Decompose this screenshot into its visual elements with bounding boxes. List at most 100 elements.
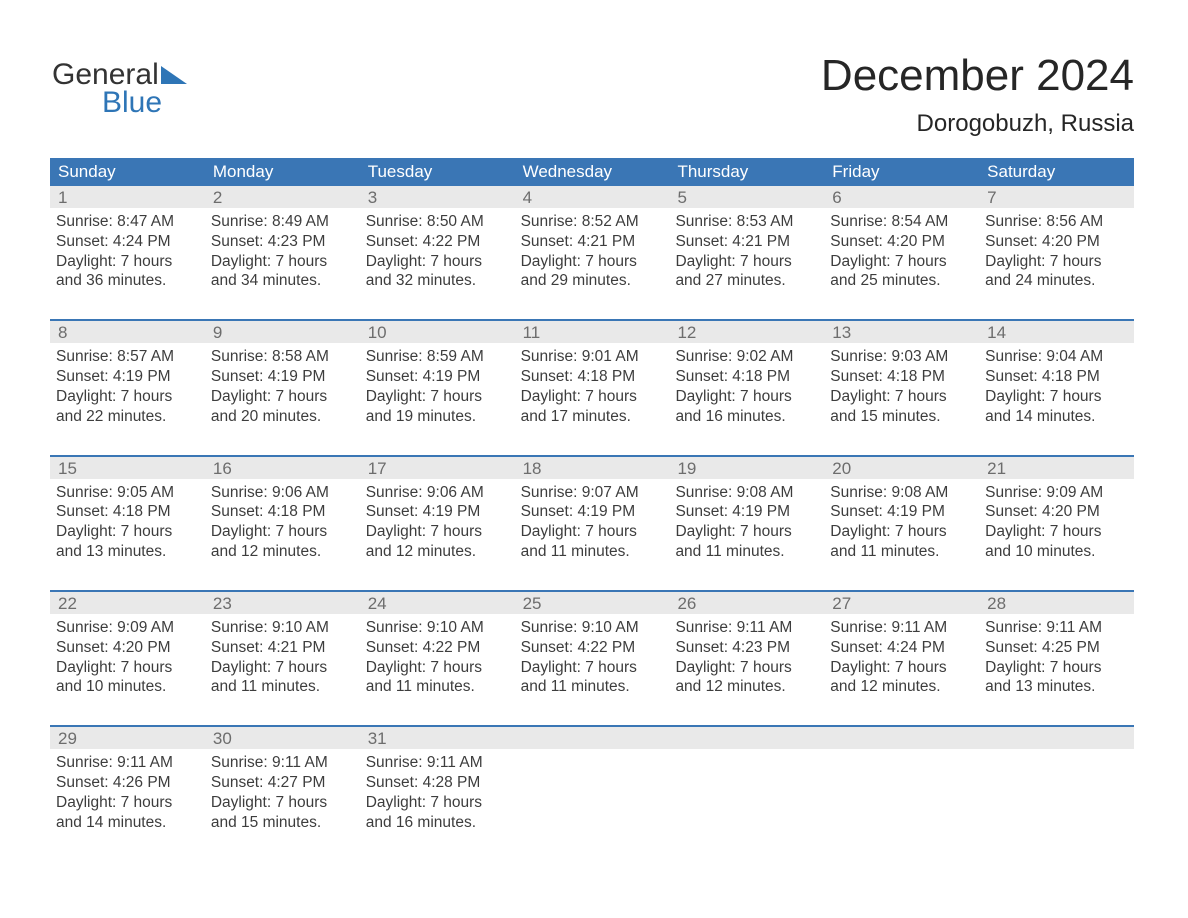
sunrise-line: Sunrise: 8:52 AM xyxy=(521,212,664,232)
weekday-header-row: SundayMondayTuesdayWednesdayThursdayFrid… xyxy=(50,158,1134,186)
calendar-day: 12 Sunrise: 9:02 AMSunset: 4:18 PMDayligh… xyxy=(669,321,824,430)
calendar-day: 20Sunrise: 9:08 AMSunset: 4:19 PMDayligh… xyxy=(824,457,979,566)
sunset-line: Sunset: 4:22 PM xyxy=(521,638,664,658)
sunrise-line: Sunrise: 9:07 AM xyxy=(521,483,664,503)
daylight-line: Daylight: 7 hours and 11 minutes. xyxy=(211,658,354,698)
daylight-line: Daylight: 7 hours and 10 minutes. xyxy=(985,522,1128,562)
calendar-day: 15Sunrise: 9:05 AMSunset: 4:18 PMDayligh… xyxy=(50,457,205,566)
sunrise-line: Sunrise: 8:58 AM xyxy=(211,347,354,367)
day-number: 11 xyxy=(515,321,670,343)
daylight-line: Daylight: 7 hours and 13 minutes. xyxy=(985,658,1128,698)
day-details: Sunrise: 9:11 AMSunset: 4:24 PMDaylight:… xyxy=(830,618,973,697)
sunset-line: Sunset: 4:20 PM xyxy=(56,638,199,658)
daylight-line: Daylight: 7 hours and 14 minutes. xyxy=(56,793,199,833)
sunrise-line: Sunrise: 9:11 AM xyxy=(211,753,354,773)
calendar-day: 23Sunrise: 9:10 AMSunset: 4:21 PMDayligh… xyxy=(205,592,360,701)
day-details: Sunrise: 9:11 AMSunset: 4:25 PMDaylight:… xyxy=(985,618,1128,697)
sunset-line: Sunset: 4:18 PM xyxy=(211,502,354,522)
day-details: Sunrise: 8:54 AMSunset: 4:20 PMDaylight:… xyxy=(830,212,973,291)
sunrise-line: Sunrise: 8:49 AM xyxy=(211,212,354,232)
calendar-day: 19Sunrise: 9:08 AMSunset: 4:19 PMDayligh… xyxy=(669,457,824,566)
daylight-line: Daylight: 7 hours and 11 minutes. xyxy=(521,522,664,562)
day-details: Sunrise: 9:11 AMSunset: 4:26 PMDaylight:… xyxy=(56,753,199,832)
daylight-line: Daylight: 7 hours and 34 minutes. xyxy=(211,252,354,292)
calendar-day: 24Sunrise: 9:10 AMSunset: 4:22 PMDayligh… xyxy=(360,592,515,701)
daylight-line: Daylight: 7 hours and 20 minutes. xyxy=(211,387,354,427)
sunset-line: Sunset: 4:24 PM xyxy=(830,638,973,658)
day-details: Sunrise: 8:59 AMSunset: 4:19 PMDaylight:… xyxy=(366,347,509,426)
day-number: 12 xyxy=(669,321,824,343)
daylight-line: Daylight: 7 hours and 16 minutes. xyxy=(675,387,818,427)
day-details: Sunrise: 9:02 AMSunset: 4:18 PMDaylight:… xyxy=(675,347,818,426)
sunrise-line: Sunrise: 9:11 AM xyxy=(675,618,818,638)
day-number: 5 xyxy=(669,186,824,208)
calendar-day: 29Sunrise: 9:11 AMSunset: 4:26 PMDayligh… xyxy=(50,727,205,836)
calendar-day: 10Sunrise: 8:59 AMSunset: 4:19 PMDayligh… xyxy=(360,321,515,430)
calendar-day: 8 Sunrise: 8:57 AMSunset: 4:19 PMDaylight… xyxy=(50,321,205,430)
sunset-line: Sunset: 4:18 PM xyxy=(985,367,1128,387)
sunset-line: Sunset: 4:24 PM xyxy=(56,232,199,252)
daylight-line: Daylight: 7 hours and 24 minutes. xyxy=(985,252,1128,292)
day-number: 16 xyxy=(205,457,360,479)
day-details: Sunrise: 8:53 AMSunset: 4:21 PMDaylight:… xyxy=(675,212,818,291)
sunrise-line: Sunrise: 9:11 AM xyxy=(366,753,509,773)
sunrise-line: Sunrise: 9:01 AM xyxy=(521,347,664,367)
sunset-line: Sunset: 4:22 PM xyxy=(366,232,509,252)
header: December 2024 Dorogobuzh, Russia xyxy=(821,52,1134,138)
calendar-day: 25Sunrise: 9:10 AMSunset: 4:22 PMDayligh… xyxy=(515,592,670,701)
sunrise-line: Sunrise: 8:59 AM xyxy=(366,347,509,367)
day-number: 2 xyxy=(205,186,360,208)
calendar-day: 21Sunrise: 9:09 AMSunset: 4:20 PMDayligh… xyxy=(979,457,1134,566)
sunrise-line: Sunrise: 8:53 AM xyxy=(675,212,818,232)
sunrise-line: Sunrise: 9:03 AM xyxy=(830,347,973,367)
day-details: Sunrise: 9:01 AMSunset: 4:18 PMDaylight:… xyxy=(521,347,664,426)
day-number: 26 xyxy=(669,592,824,614)
sunset-line: Sunset: 4:20 PM xyxy=(985,232,1128,252)
day-number: 8 xyxy=(50,321,205,343)
sunrise-line: Sunrise: 9:10 AM xyxy=(366,618,509,638)
day-number: . xyxy=(515,727,670,749)
day-number: . xyxy=(979,727,1134,749)
day-details: Sunrise: 8:52 AMSunset: 4:21 PMDaylight:… xyxy=(521,212,664,291)
calendar-day: 22Sunrise: 9:09 AMSunset: 4:20 PMDayligh… xyxy=(50,592,205,701)
day-details: Sunrise: 9:06 AMSunset: 4:19 PMDaylight:… xyxy=(366,483,509,562)
sunset-line: Sunset: 4:23 PM xyxy=(675,638,818,658)
sunrise-line: Sunrise: 9:04 AM xyxy=(985,347,1128,367)
daylight-line: Daylight: 7 hours and 16 minutes. xyxy=(366,793,509,833)
day-details: Sunrise: 9:09 AMSunset: 4:20 PMDaylight:… xyxy=(985,483,1128,562)
calendar-day: 28 Sunrise: 9:11 AMSunset: 4:25 PMDayligh… xyxy=(979,592,1134,701)
day-number: 25 xyxy=(515,592,670,614)
sunset-line: Sunset: 4:19 PM xyxy=(521,502,664,522)
daylight-line: Daylight: 7 hours and 25 minutes. xyxy=(830,252,973,292)
calendar-day: 16Sunrise: 9:06 AMSunset: 4:18 PMDayligh… xyxy=(205,457,360,566)
day-details: Sunrise: 9:08 AMSunset: 4:19 PMDaylight:… xyxy=(830,483,973,562)
calendar-day: 14Sunrise: 9:04 AMSunset: 4:18 PMDayligh… xyxy=(979,321,1134,430)
day-number: 3 xyxy=(360,186,515,208)
day-number: 28 xyxy=(979,592,1134,614)
daylight-line: Daylight: 7 hours and 22 minutes. xyxy=(56,387,199,427)
calendar-day: 11 Sunrise: 9:01 AMSunset: 4:18 PMDayligh… xyxy=(515,321,670,430)
day-number: 23 xyxy=(205,592,360,614)
calendar-day: 6Sunrise: 8:54 AMSunset: 4:20 PMDaylight… xyxy=(824,186,979,295)
sunset-line: Sunset: 4:26 PM xyxy=(56,773,199,793)
daylight-line: Daylight: 7 hours and 19 minutes. xyxy=(366,387,509,427)
daylight-line: Daylight: 7 hours and 36 minutes. xyxy=(56,252,199,292)
sunset-line: Sunset: 4:19 PM xyxy=(56,367,199,387)
brand-line2: Blue xyxy=(52,88,187,118)
sunset-line: Sunset: 4:19 PM xyxy=(366,502,509,522)
calendar-day: 7Sunrise: 8:56 AMSunset: 4:20 PMDaylight… xyxy=(979,186,1134,295)
calendar: SundayMondayTuesdayWednesdayThursdayFrid… xyxy=(50,158,1134,837)
calendar-day: 9Sunrise: 8:58 AMSunset: 4:19 PMDaylight… xyxy=(205,321,360,430)
weeks-container: 1Sunrise: 8:47 AMSunset: 4:24 PMDaylight… xyxy=(50,186,1134,837)
calendar-day: 1Sunrise: 8:47 AMSunset: 4:24 PMDaylight… xyxy=(50,186,205,295)
day-details: Sunrise: 9:04 AMSunset: 4:18 PMDaylight:… xyxy=(985,347,1128,426)
day-details: Sunrise: 8:56 AMSunset: 4:20 PMDaylight:… xyxy=(985,212,1128,291)
day-details: Sunrise: 9:11 AMSunset: 4:28 PMDaylight:… xyxy=(366,753,509,832)
day-details: Sunrise: 8:57 AMSunset: 4:19 PMDaylight:… xyxy=(56,347,199,426)
daylight-line: Daylight: 7 hours and 12 minutes. xyxy=(675,658,818,698)
sunset-line: Sunset: 4:20 PM xyxy=(985,502,1128,522)
sunrise-line: Sunrise: 9:08 AM xyxy=(830,483,973,503)
sunset-line: Sunset: 4:21 PM xyxy=(521,232,664,252)
day-details: Sunrise: 8:58 AMSunset: 4:19 PMDaylight:… xyxy=(211,347,354,426)
sunrise-line: Sunrise: 9:10 AM xyxy=(521,618,664,638)
